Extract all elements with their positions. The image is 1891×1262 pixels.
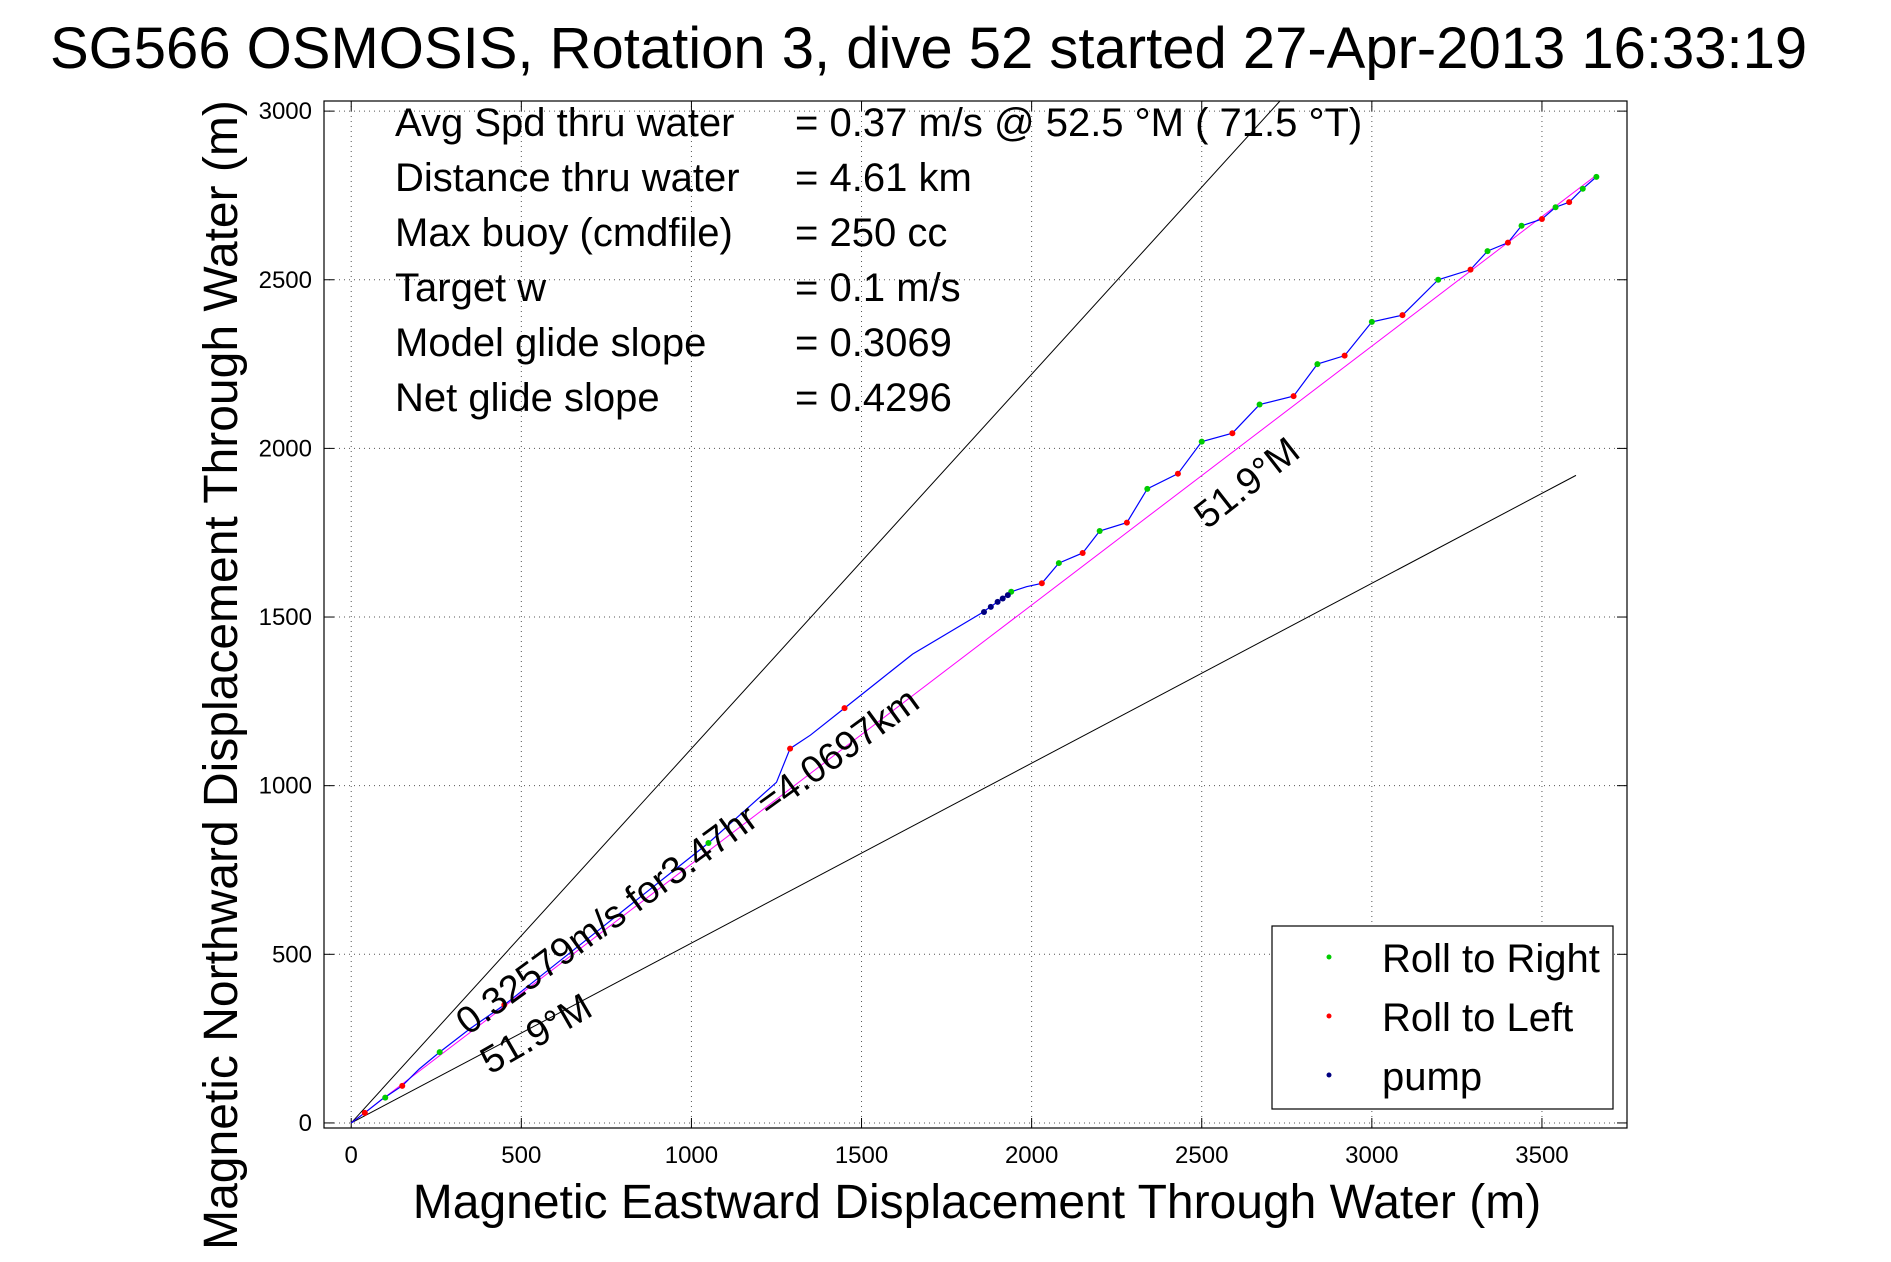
data-point bbox=[1055, 560, 1062, 567]
data-point bbox=[1552, 204, 1559, 211]
x-axis-label: Magnetic Eastward Displacement Through W… bbox=[413, 1176, 1541, 1229]
data-point bbox=[1038, 580, 1045, 587]
reference-line-upper-bound bbox=[350, 101, 1281, 1124]
data-point bbox=[1566, 199, 1573, 206]
axes-box bbox=[323, 100, 1628, 1129]
data-point bbox=[1144, 485, 1151, 492]
data-point bbox=[1435, 276, 1442, 283]
data-point bbox=[987, 603, 994, 610]
data-point bbox=[1341, 352, 1348, 359]
data-point bbox=[1096, 528, 1103, 535]
data-point bbox=[1504, 239, 1511, 246]
stat-value: = 0.1 m/s bbox=[795, 266, 961, 310]
stats-panel: Avg Spd thru water = 0.37 m/s @ 52.5 °M (… bbox=[395, 101, 1362, 420]
x-tick-label: 2000 bbox=[1005, 1142, 1058, 1169]
data-point bbox=[501, 1001, 508, 1008]
x-tick-label: 0 bbox=[345, 1142, 358, 1169]
legend-marker bbox=[1326, 1072, 1332, 1078]
stat-label: Target w bbox=[395, 266, 546, 310]
data-point bbox=[999, 595, 1006, 602]
data-point bbox=[436, 1049, 443, 1056]
track-annotation: 0.32579m/s for3.47hr =4.0697km bbox=[449, 680, 927, 1044]
data-point bbox=[1484, 248, 1491, 255]
series-roll-to-left bbox=[361, 199, 1573, 1116]
data-point bbox=[1256, 401, 1263, 408]
series-pump bbox=[981, 592, 1011, 615]
data-point bbox=[382, 1094, 389, 1101]
track-line bbox=[350, 176, 1597, 1124]
data-point bbox=[1518, 222, 1525, 229]
data-point bbox=[1174, 470, 1181, 477]
data-point bbox=[1467, 266, 1474, 273]
data-point bbox=[1290, 393, 1297, 400]
legend-entry: Roll to Right bbox=[1382, 937, 1600, 981]
x-tick-label: 2500 bbox=[1175, 1142, 1228, 1169]
stat-label: Distance thru water bbox=[395, 156, 740, 200]
reference-line-lower-bound bbox=[350, 474, 1577, 1124]
y-tick-label: 1000 bbox=[259, 773, 312, 800]
y-tick-label: 2000 bbox=[259, 435, 312, 462]
x-tick-label: 500 bbox=[501, 1142, 541, 1169]
stat-value: = 4.61 km bbox=[795, 156, 972, 200]
data-point bbox=[1198, 438, 1205, 445]
reference-lines bbox=[350, 101, 1597, 1124]
legend-marker bbox=[1326, 954, 1332, 960]
stat-value: = 0.37 m/s @ 52.5 °M ( 71.5 °T) bbox=[795, 101, 1362, 145]
plot-area: 0 500 1000 1500 2000 2500 3000 3500 0 500 1000 1500… bbox=[259, 98, 1628, 1169]
data-point bbox=[1314, 361, 1321, 368]
x-tick-label: 3500 bbox=[1515, 1142, 1568, 1169]
legend-marker bbox=[1326, 1013, 1332, 1019]
legend-entry: pump bbox=[1382, 1055, 1482, 1099]
data-point bbox=[787, 745, 794, 752]
legend: Roll to Right Roll to Left pump bbox=[1271, 925, 1614, 1110]
stat-value: = 0.3069 bbox=[795, 321, 952, 365]
data-point bbox=[1229, 430, 1236, 437]
upper-heading-annotation: 51.9°M bbox=[1187, 430, 1308, 537]
data-point bbox=[1004, 592, 1011, 599]
x-tick-label: 1500 bbox=[835, 1142, 888, 1169]
y-tick-label: 1500 bbox=[259, 604, 312, 631]
y-tick-label: 3000 bbox=[259, 98, 312, 125]
y-tick-label: 500 bbox=[272, 941, 312, 968]
data-point bbox=[1593, 173, 1600, 180]
stat-value: = 0.4296 bbox=[795, 376, 952, 420]
data-point bbox=[841, 705, 848, 712]
annotations: 0.32579m/s for3.47hr =4.0697km51.9°M51.9… bbox=[449, 430, 1308, 1083]
data-point bbox=[1079, 549, 1086, 556]
data-point bbox=[1123, 519, 1130, 526]
chart-title: SG566 OSMOSIS, Rotation 3, dive 52 start… bbox=[50, 16, 1807, 81]
data-point bbox=[994, 598, 1001, 605]
data-point bbox=[1538, 216, 1545, 223]
stat-label: Avg Spd thru water bbox=[395, 101, 734, 145]
y-tick-label: 2500 bbox=[259, 267, 312, 294]
y-tick-label: 0 bbox=[299, 1110, 312, 1137]
data-point bbox=[399, 1082, 406, 1089]
data-point bbox=[981, 608, 988, 615]
x-tick-label: 1000 bbox=[665, 1142, 718, 1169]
stat-label: Model glide slope bbox=[395, 321, 706, 365]
reference-line-net-track bbox=[350, 174, 1597, 1124]
stat-label: Net glide slope bbox=[395, 376, 660, 420]
data-point bbox=[1579, 185, 1586, 192]
data-point bbox=[705, 840, 712, 847]
stat-value: = 250 cc bbox=[795, 211, 947, 255]
data-point bbox=[1368, 318, 1375, 325]
data-point bbox=[1399, 312, 1406, 319]
y-axis-label: Magnetic Northward Displacement Through … bbox=[195, 100, 248, 1250]
legend-entry: Roll to Left bbox=[1382, 996, 1573, 1040]
x-tick-label: 3000 bbox=[1345, 1142, 1398, 1169]
data-point bbox=[361, 1109, 368, 1116]
stat-label: Max buoy (cmdfile) bbox=[395, 211, 733, 255]
